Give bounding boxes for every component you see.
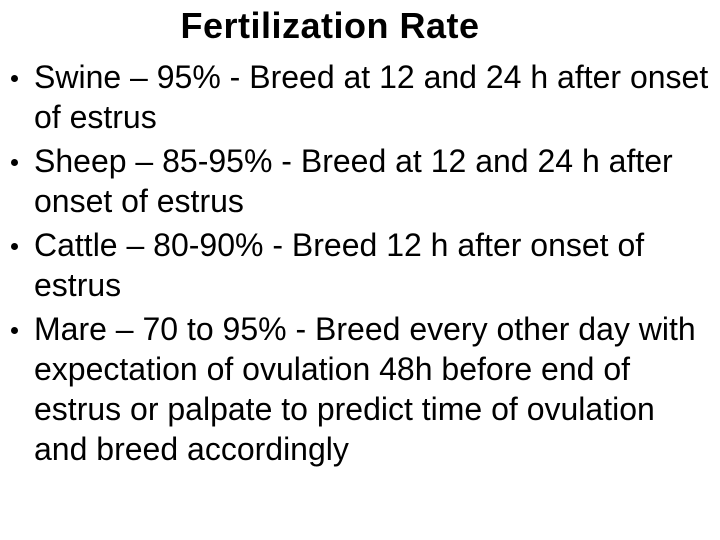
list-item: Sheep – 85-95% - Breed at 12 and 24 h af… xyxy=(0,141,720,221)
bullet-text-line: Cattle – 80-90% - Breed 12 h after onset… xyxy=(34,227,645,263)
bullet-text-line: estrus xyxy=(34,267,122,303)
slide-title: Fertilization Rate xyxy=(180,5,480,46)
bullet-icon xyxy=(11,75,18,82)
list-item: Mare – 70 to 95% - Breed every other day… xyxy=(0,309,720,469)
bullet-text-line: of estrus xyxy=(34,99,157,135)
bullet-text-line: Swine – 95% - Breed at 12 and 24 h after… xyxy=(34,59,709,95)
bullet-text-line: Mare – 70 to 95% - Breed every other day… xyxy=(34,311,696,347)
bullet-icon xyxy=(11,243,18,250)
bullet-text-line: onset of estrus xyxy=(34,183,244,219)
bullet-text-line: Sheep – 85-95% - Breed at 12 and 24 h af… xyxy=(34,143,673,179)
bullet-icon xyxy=(11,159,18,166)
list-item: Swine – 95% - Breed at 12 and 24 h after… xyxy=(0,57,720,137)
bullet-text-line: expectation of ovulation 48h before end … xyxy=(34,351,630,387)
bullet-icon xyxy=(11,327,18,334)
list-item: Cattle – 80-90% - Breed 12 h after onset… xyxy=(0,225,720,305)
bullet-list: Swine – 95% - Breed at 12 and 24 h after… xyxy=(0,57,720,469)
bullet-text-line: estrus or palpate to predict time of ovu… xyxy=(34,391,655,427)
bullet-text-line: and breed accordingly xyxy=(34,431,349,467)
